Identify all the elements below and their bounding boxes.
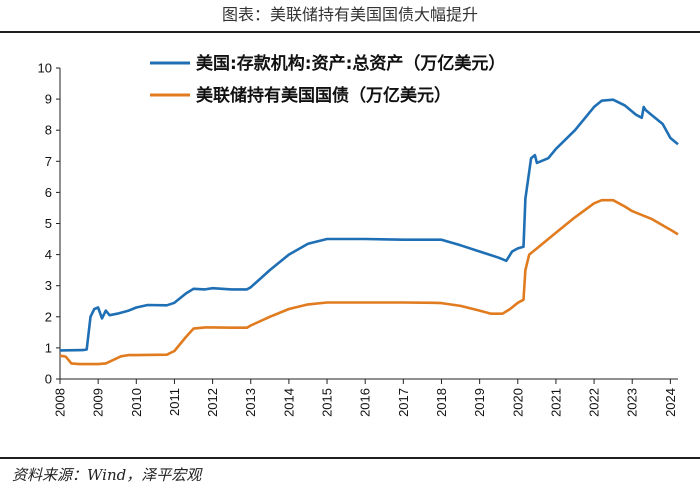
y-tick-label: 10 xyxy=(38,61,52,76)
axes: 0 1 2 3 4 5 6 7 8 9 10 2008 2009 2010 2011 2012 2013 2014… xyxy=(38,61,678,417)
x-tick-label: 2019 xyxy=(472,388,487,417)
x-tick-label: 2020 xyxy=(510,388,525,417)
y-tick-label: 2 xyxy=(45,309,52,324)
y-tick-label: 6 xyxy=(45,185,52,200)
y-tick-label: 9 xyxy=(45,92,52,107)
chart-title: 图表：美联储持有美国国债大幅提升 xyxy=(221,5,478,24)
source-note: 资料来源：Wind，泽平宏观 xyxy=(12,466,202,484)
x-tick-label: 2011 xyxy=(167,388,182,416)
y-tick-label: 1 xyxy=(45,340,52,355)
x-tick-label: 2009 xyxy=(91,388,106,417)
x-tick-label: 2016 xyxy=(358,388,373,417)
x-tick-label: 2021 xyxy=(548,388,563,417)
y-tick-label: 5 xyxy=(45,216,52,231)
legend-label-1: 美联储持有美国国债（万亿美元） xyxy=(196,85,451,106)
y-tick-label: 7 xyxy=(45,154,52,169)
x-tick-label: 2022 xyxy=(587,388,602,417)
legend-label-0: 美国:存款机构:资产:总资产（万亿美元） xyxy=(196,53,505,74)
bottom-rule xyxy=(0,457,700,459)
x-tick-label: 2023 xyxy=(625,388,640,417)
series-layer xyxy=(59,98,679,366)
x-tick-label: 2015 xyxy=(320,388,335,417)
x-tick-label: 2014 xyxy=(281,388,296,417)
x-tick-label: 2024 xyxy=(663,388,678,417)
y-tick-label: 8 xyxy=(45,123,52,138)
x-tick-label: 2008 xyxy=(53,388,68,417)
y-tick-label: 3 xyxy=(45,278,52,293)
x-tick-label: 2010 xyxy=(129,388,144,417)
top-rule xyxy=(0,31,700,33)
x-tick-label: 2018 xyxy=(434,388,449,417)
x-tick-label: 2012 xyxy=(205,388,220,417)
y-tick-label: 4 xyxy=(45,247,52,262)
y-tick-label: 0 xyxy=(45,372,52,387)
x-tick-label: 2017 xyxy=(396,388,411,417)
series-line-0 xyxy=(59,98,679,352)
legend: 美国:存款机构:资产:总资产（万亿美元） 美联储持有美国国债（万亿美元） xyxy=(150,53,505,106)
series-line-1 xyxy=(59,198,679,366)
x-tick-label: 2013 xyxy=(243,388,258,417)
